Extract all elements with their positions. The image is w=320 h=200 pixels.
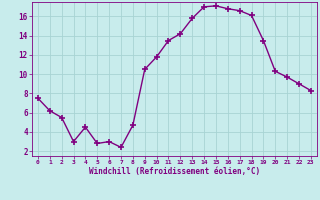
X-axis label: Windchill (Refroidissement éolien,°C): Windchill (Refroidissement éolien,°C) <box>89 167 260 176</box>
